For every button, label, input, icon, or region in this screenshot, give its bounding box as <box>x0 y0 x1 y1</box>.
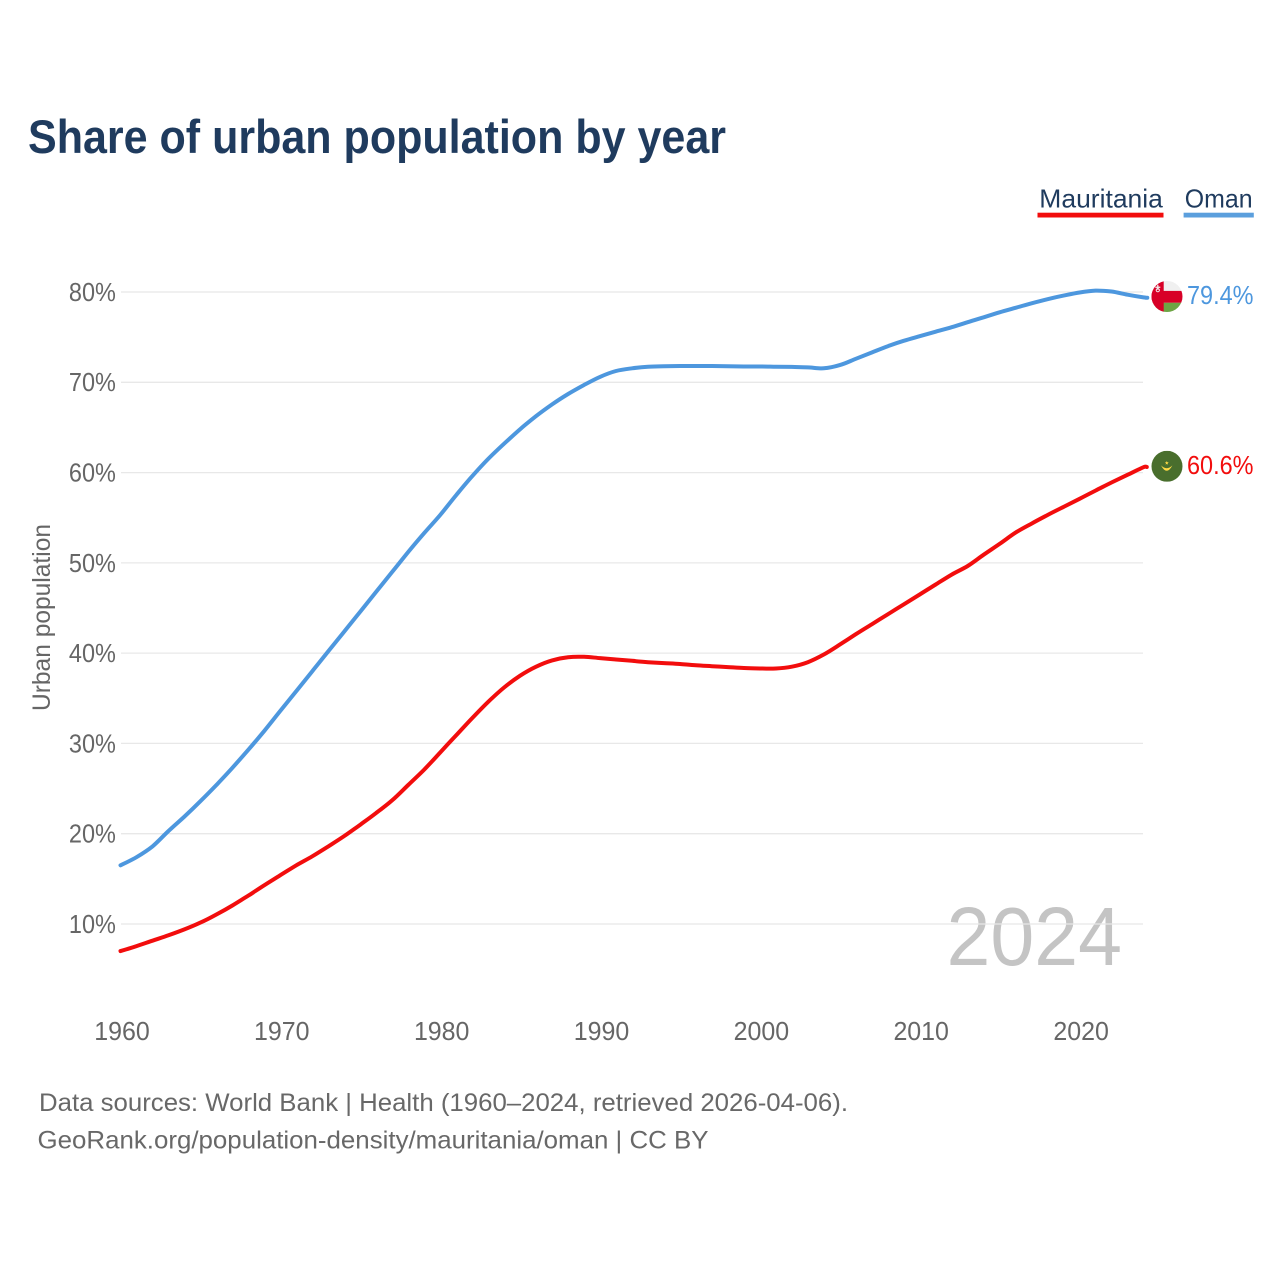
svg-text:40%: 40% <box>69 638 116 668</box>
svg-text:2024: 2024 <box>947 890 1123 983</box>
svg-text:79.4%: 79.4% <box>1187 280 1254 310</box>
svg-text:1970: 1970 <box>254 1016 310 1046</box>
svg-text:2000: 2000 <box>734 1016 790 1046</box>
svg-text:60.6%: 60.6% <box>1187 450 1254 480</box>
svg-text:80%: 80% <box>69 277 116 307</box>
svg-text:20%: 20% <box>69 819 116 849</box>
svg-text:30%: 30% <box>69 728 116 758</box>
svg-text:Mauritania: Mauritania <box>1039 184 1163 214</box>
svg-text:70%: 70% <box>69 367 116 397</box>
svg-text:50%: 50% <box>69 548 116 578</box>
svg-text:1960: 1960 <box>94 1016 150 1046</box>
svg-text:60%: 60% <box>69 458 116 488</box>
svg-text:10%: 10% <box>69 909 116 939</box>
svg-text:GeoRank.org/population-density: GeoRank.org/population-density/mauritani… <box>38 1127 709 1155</box>
svg-text:Urban population: Urban population <box>28 524 56 711</box>
svg-text:Share of urban population by y: Share of urban population by year <box>28 111 726 164</box>
svg-text:1990: 1990 <box>574 1016 630 1046</box>
svg-text:Data sources: World Bank | Hea: Data sources: World Bank | Health (1960–… <box>39 1089 848 1117</box>
svg-text:1980: 1980 <box>414 1016 470 1046</box>
svg-text:2020: 2020 <box>1053 1016 1109 1046</box>
svg-text:2010: 2010 <box>893 1016 949 1046</box>
svg-text:Oman: Oman <box>1185 184 1253 214</box>
